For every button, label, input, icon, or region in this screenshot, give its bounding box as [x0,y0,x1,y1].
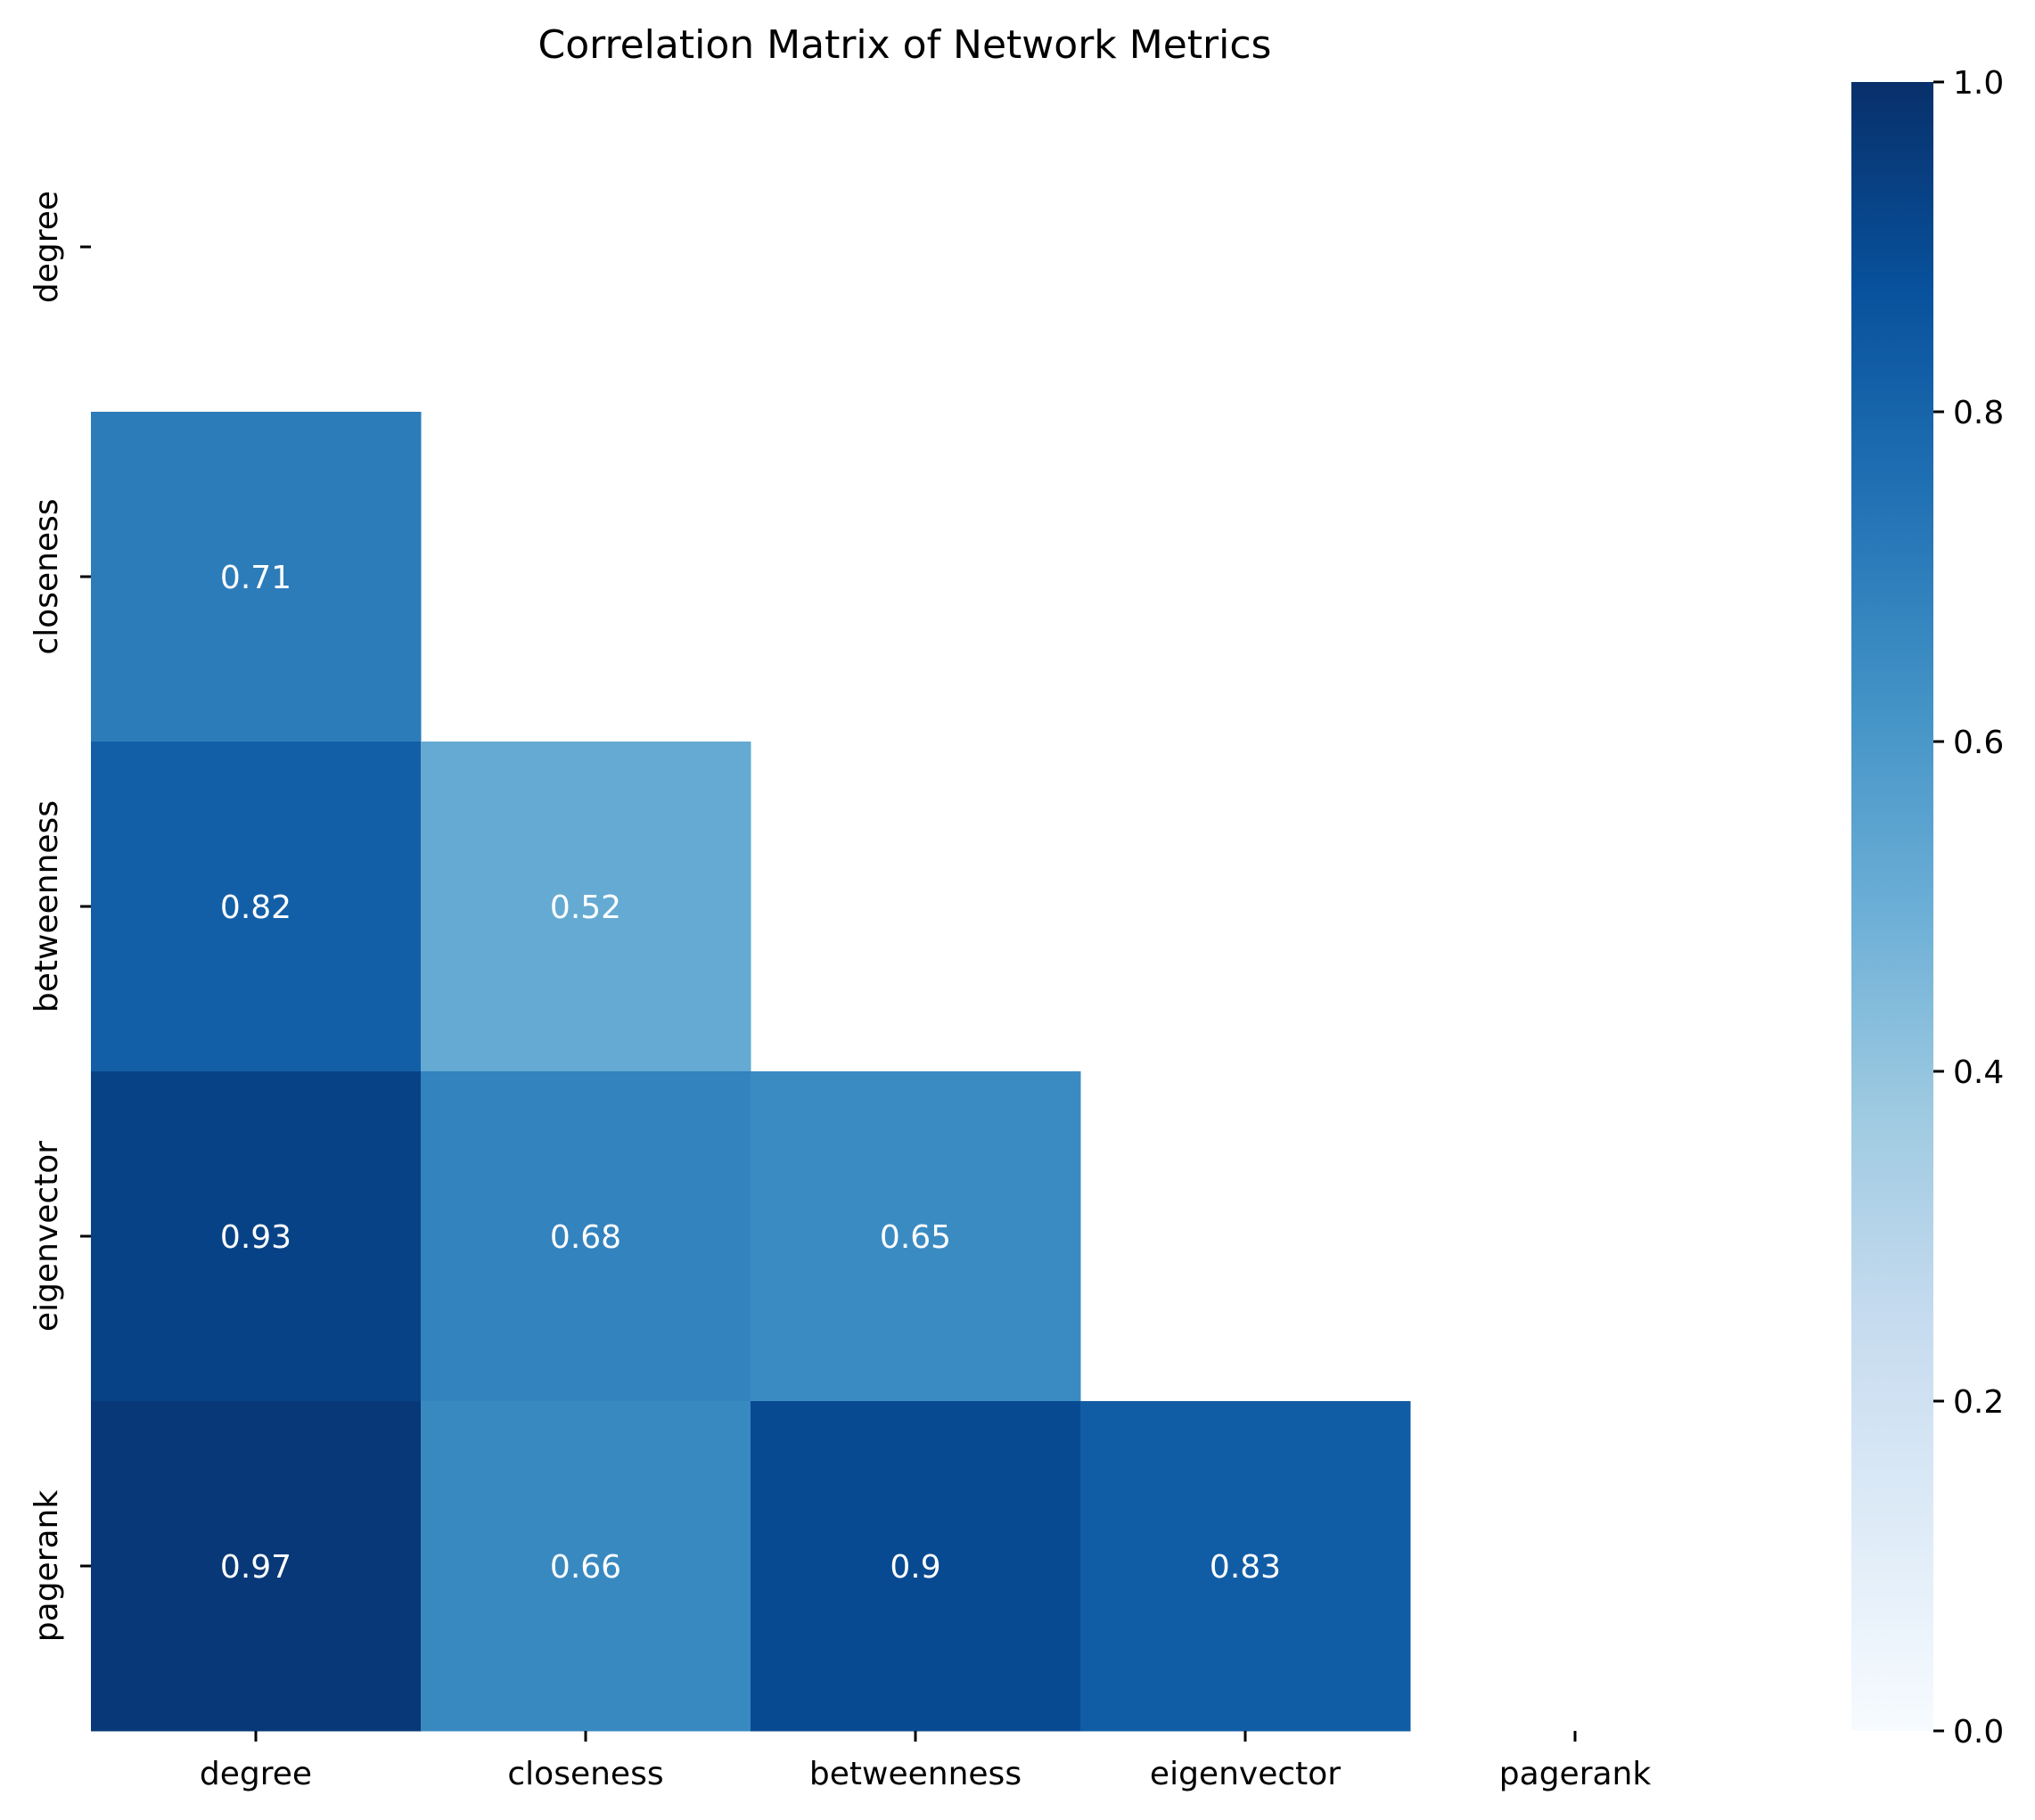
y-tick-label: betweenness [29,800,65,1012]
y-tick-label: closeness [29,498,65,654]
colorbar-tick-label: 0.0 [1953,1714,2004,1750]
heatmap-cell [751,1071,1081,1402]
cell-value-label: 0.83 [1210,1549,1281,1586]
heatmap-cell [421,742,751,1072]
cell-value-label: 0.65 [880,1219,951,1256]
chart-title: Correlation Matrix of Network Metrics [538,22,1272,68]
x-tick-label: closeness [507,1756,663,1792]
heatmap-cell [1080,1401,1411,1732]
heatmap-cell [91,1401,422,1732]
cell-value-label: 0.93 [220,1219,291,1256]
heatmap-cell [91,412,422,742]
heatmap-cell [421,1401,751,1732]
colorbar-tick-label: 0.2 [1953,1384,2004,1421]
colorbar-tick-label: 0.4 [1953,1054,2004,1091]
colorbar: 0.0 0.2 0.4 0.6 0.8 1.0 [1851,65,2004,1750]
y-axis: degree closeness betweenness eigenvector pag… [29,191,91,1642]
cell-value-label: 0.97 [220,1549,291,1586]
colorbar-tick-label: 1.0 [1953,65,2004,102]
x-tick-label: eigenvector [1150,1756,1341,1792]
heatmap-cell [91,742,422,1072]
y-tick-label: degree [29,191,65,303]
y-tick-label: pagerank [29,1490,65,1643]
heatmap-cell [91,1071,422,1402]
cell-value-label: 0.52 [550,890,621,926]
cell-value-label: 0.66 [550,1549,621,1586]
heatmap-cells: 0.71 0.82 0.52 0.93 0.68 0.65 0.97 0.66 0.9 0.83 [91,412,1411,1732]
cell-value-label: 0.68 [550,1219,621,1256]
colorbar-gradient [1851,82,1933,1731]
heatmap-cell [751,1401,1081,1732]
colorbar-tick-label: 0.6 [1953,725,2004,761]
x-axis: degree closeness betweenness eigenvector pag… [200,1731,1651,1792]
heatmap-cell [421,1071,751,1402]
x-tick-label: degree [200,1756,312,1792]
cell-value-label: 0.82 [220,890,291,926]
colorbar-tick-label: 0.8 [1953,395,2004,431]
cell-value-label: 0.9 [890,1549,940,1586]
x-tick-label: betweenness [809,1756,1022,1792]
cell-value-label: 0.71 [220,560,291,596]
y-tick-label: eigenvector [29,1141,65,1332]
x-tick-label: pagerank [1499,1756,1652,1792]
